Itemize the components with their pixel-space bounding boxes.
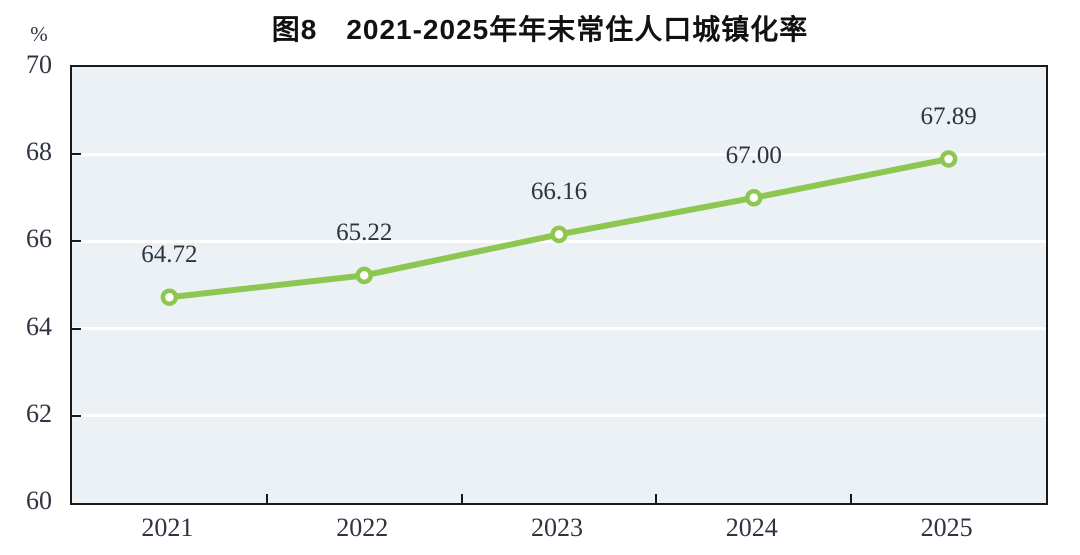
y-tick xyxy=(72,327,81,330)
x-axis: 2021 2022 2023 2024 2025 xyxy=(70,509,1044,545)
x-tick-label: 2022 xyxy=(336,513,389,542)
y-tick xyxy=(72,414,81,417)
y-axis-unit-label: % xyxy=(30,22,48,46)
data-point-marker xyxy=(160,288,179,306)
gridline xyxy=(72,327,1046,331)
y-tick-label: 66 xyxy=(26,224,52,254)
y-tick-label: 70 xyxy=(26,50,52,79)
y-tick-label: 62 xyxy=(26,398,52,428)
y-tick xyxy=(72,153,81,156)
x-tick xyxy=(265,494,268,503)
x-tick-label: 2025 xyxy=(920,513,973,542)
data-point-marker xyxy=(355,266,373,285)
x-tick-label: 2024 xyxy=(725,513,778,542)
data-point-label: 67.00 xyxy=(725,141,782,169)
chart-title: 图8 2021-2025年年末常住人口城镇化率 xyxy=(271,14,809,45)
x-tick-label: 2023 xyxy=(531,513,583,542)
data-point-label: 66.16 xyxy=(530,178,588,206)
x-tick xyxy=(655,494,658,503)
data-point-marker xyxy=(745,189,763,207)
x-tick-label: 2021 xyxy=(141,513,194,542)
data-point-label: 64.72 xyxy=(141,241,198,269)
gridline xyxy=(72,414,1046,418)
plot-area: 64.72 65.22 66.16 67.00 67.89 xyxy=(70,65,1048,505)
y-tick-label: 64 xyxy=(26,311,52,341)
gridline xyxy=(72,152,1046,156)
data-point-label: 65.22 xyxy=(336,219,393,247)
x-tick xyxy=(460,494,463,503)
series-plot xyxy=(160,150,958,306)
y-tick-label: 60 xyxy=(26,486,52,515)
x-tick xyxy=(850,494,853,503)
y-axis: 60 62 64 66 68 70 xyxy=(0,50,58,515)
data-point-marker xyxy=(550,225,568,244)
data-point-label: 67.89 xyxy=(920,102,977,130)
y-tick-label: 68 xyxy=(26,137,52,167)
y-tick xyxy=(72,240,81,243)
data-point-marker xyxy=(939,150,958,168)
